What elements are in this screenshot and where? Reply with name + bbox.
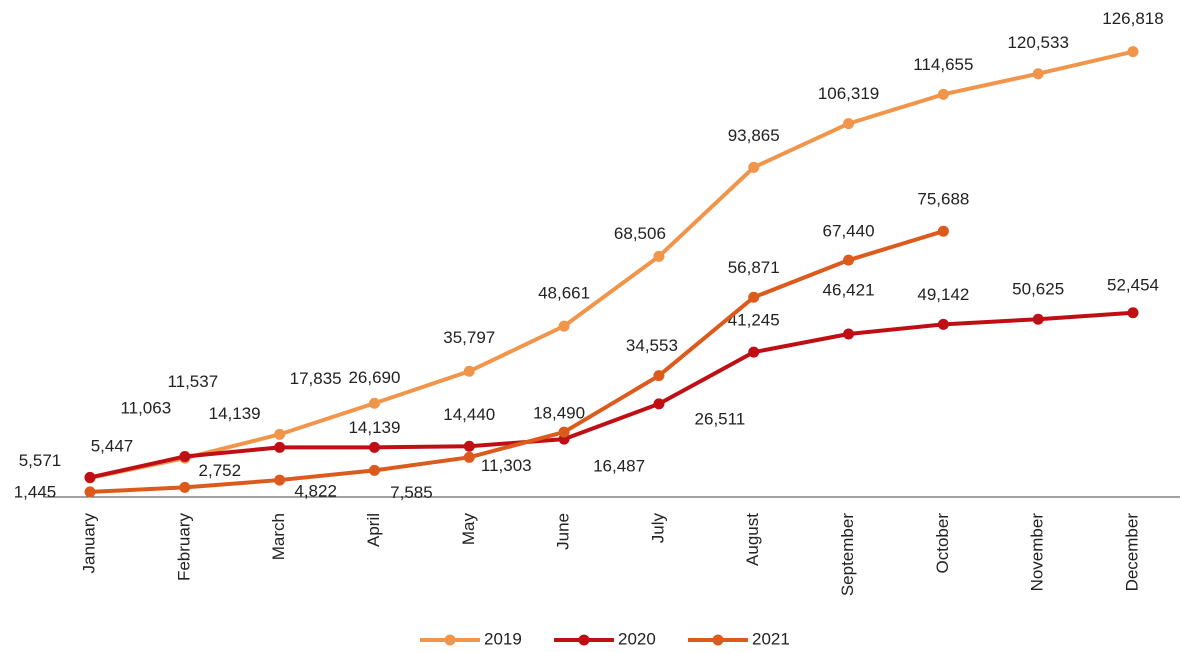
data-point xyxy=(463,451,475,463)
legend-marker xyxy=(712,634,724,646)
data-point xyxy=(1127,46,1139,58)
data-label: 114,655 xyxy=(913,55,973,74)
data-label: 75,688 xyxy=(917,190,969,209)
legend-label: 2019 xyxy=(484,629,522,648)
data-point xyxy=(463,365,475,377)
data-point xyxy=(179,450,191,462)
x-tick-label: October xyxy=(933,513,952,574)
data-point xyxy=(179,481,191,493)
data-point xyxy=(843,118,855,130)
data-label: 46,421 xyxy=(823,280,875,299)
x-tick-label: June xyxy=(554,513,573,550)
data-label: 48,661 xyxy=(538,284,590,303)
data-label: 11,063 xyxy=(120,399,171,418)
data-point xyxy=(748,346,760,358)
data-label: 93,865 xyxy=(728,126,780,145)
data-point xyxy=(937,225,949,237)
x-tick-label: May xyxy=(459,513,478,546)
data-label: 52,454 xyxy=(1107,275,1159,294)
data-point xyxy=(368,397,380,409)
data-label: 126,818 xyxy=(1102,9,1163,28)
data-label: 26,511 xyxy=(695,409,746,428)
x-tick-label: July xyxy=(648,513,667,544)
x-tick-label: August xyxy=(743,513,762,566)
data-label: 5,571 xyxy=(19,451,62,470)
legend-label: 2021 xyxy=(752,629,790,648)
data-point xyxy=(653,250,665,262)
data-point xyxy=(653,398,665,410)
data-label: 50,625 xyxy=(1012,280,1064,299)
data-label: 17,835 xyxy=(290,369,342,388)
x-tick-label: November xyxy=(1028,513,1047,592)
data-label: 2,752 xyxy=(199,461,242,480)
data-point xyxy=(748,291,760,303)
data-label: 67,440 xyxy=(823,222,875,241)
data-label: 16,487 xyxy=(593,457,645,476)
series-line xyxy=(89,229,944,494)
data-label: 4,822 xyxy=(294,482,337,501)
data-point xyxy=(1127,307,1139,319)
data-label: 18,490 xyxy=(533,404,585,423)
series-line xyxy=(89,310,1134,480)
data-label: 49,142 xyxy=(917,285,969,304)
data-point xyxy=(274,428,286,440)
data-label: 68,506 xyxy=(614,224,666,243)
data-point xyxy=(368,464,380,476)
series-line xyxy=(89,49,1134,480)
x-tick-label: December xyxy=(1122,513,1141,592)
data-point xyxy=(84,486,96,498)
data-label: 106,319 xyxy=(818,84,879,103)
data-label: 56,871 xyxy=(728,258,780,277)
x-tick-label: February xyxy=(174,513,193,582)
data-label: 14,139 xyxy=(209,404,261,423)
data-label: 11,303 xyxy=(481,456,532,475)
x-tick-label: January xyxy=(79,513,98,574)
data-label: 1,445 xyxy=(14,482,57,501)
x-tick-label: March xyxy=(269,513,288,560)
data-label: 5,447 xyxy=(91,436,134,455)
x-tick-label: September xyxy=(838,513,857,596)
data-point xyxy=(274,441,286,453)
data-label: 41,245 xyxy=(728,311,780,330)
data-label: 120,533 xyxy=(1007,33,1068,52)
data-point xyxy=(1032,313,1044,325)
data-point xyxy=(558,320,570,332)
data-label: 11,537 xyxy=(167,372,218,391)
data-label: 35,797 xyxy=(443,328,495,347)
x-tick-label: April xyxy=(364,513,383,547)
data-point xyxy=(937,88,949,100)
data-point xyxy=(843,328,855,340)
data-point xyxy=(843,254,855,266)
data-point xyxy=(274,474,286,486)
data-label: 14,139 xyxy=(348,418,400,437)
data-point xyxy=(463,440,475,452)
data-point xyxy=(748,161,760,173)
data-point xyxy=(1032,68,1044,80)
data-point xyxy=(937,318,949,330)
data-point xyxy=(653,370,665,382)
data-point xyxy=(368,441,380,453)
data-label: 7,585 xyxy=(390,483,433,502)
data-label: 34,553 xyxy=(626,336,678,355)
legend-label: 2020 xyxy=(618,629,656,648)
data-point xyxy=(84,471,96,483)
data-label: 14,440 xyxy=(443,405,495,424)
data-point xyxy=(558,426,570,438)
legend-marker xyxy=(444,634,456,646)
data-label: 26,690 xyxy=(348,368,400,387)
legend-marker xyxy=(578,634,590,646)
